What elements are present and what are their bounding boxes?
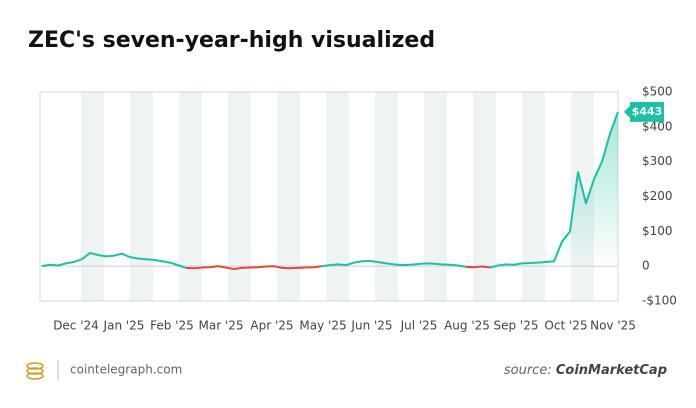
band bbox=[326, 92, 349, 301]
x-tick-label: Apr '25 bbox=[250, 319, 293, 333]
x-tick-label: May '25 bbox=[299, 319, 346, 333]
band bbox=[522, 92, 545, 301]
y-tick-label: $200 bbox=[642, 189, 673, 203]
price-tag bbox=[624, 101, 664, 122]
y-tick-label: -$100 bbox=[642, 294, 677, 308]
line bbox=[41, 251, 187, 269]
x-tick-label: Nov '25 bbox=[590, 319, 636, 333]
site-name: cointelegraph.com bbox=[70, 363, 182, 377]
x-tick-label: Mar '25 bbox=[198, 319, 243, 333]
logo bbox=[26, 362, 44, 380]
y-tick-label: 0 bbox=[642, 259, 650, 273]
line bbox=[185, 265, 323, 270]
plot bbox=[40, 111, 619, 270]
x-tick-label: Dec '24 bbox=[53, 319, 99, 333]
band bbox=[228, 92, 251, 301]
source-name: CoinMarketCap bbox=[556, 363, 667, 378]
band bbox=[473, 92, 496, 301]
x-tick-label: Jun '25 bbox=[350, 319, 392, 333]
price-label: $443 bbox=[632, 105, 663, 118]
y-tick-label: $100 bbox=[642, 224, 673, 238]
x-tick-label: Oct '25 bbox=[544, 319, 587, 333]
y-tick-label: $500 bbox=[642, 85, 673, 99]
bands bbox=[81, 92, 594, 301]
x-tick-label: Jan '25 bbox=[103, 319, 145, 333]
line bbox=[321, 259, 467, 268]
y-tick-label: $300 bbox=[642, 154, 673, 168]
area bbox=[42, 111, 618, 269]
x-tick-label: Aug '25 bbox=[444, 319, 490, 333]
x-tick-label: Sep '25 bbox=[494, 319, 539, 333]
source-prefix: source: bbox=[504, 363, 552, 378]
x-tick-label: Jul '25 bbox=[400, 319, 438, 333]
line bbox=[489, 111, 619, 269]
x-tick-label: Feb '25 bbox=[150, 319, 194, 333]
line bbox=[465, 265, 491, 269]
band bbox=[424, 92, 447, 301]
band bbox=[277, 92, 300, 301]
band bbox=[179, 92, 202, 301]
band bbox=[375, 92, 398, 301]
chart-title: ZEC's seven-year-high visualized bbox=[28, 28, 435, 53]
y-tick-label: $400 bbox=[642, 119, 673, 133]
source: source: CoinMarketCap bbox=[504, 363, 667, 378]
band bbox=[130, 92, 153, 301]
band bbox=[81, 92, 104, 301]
